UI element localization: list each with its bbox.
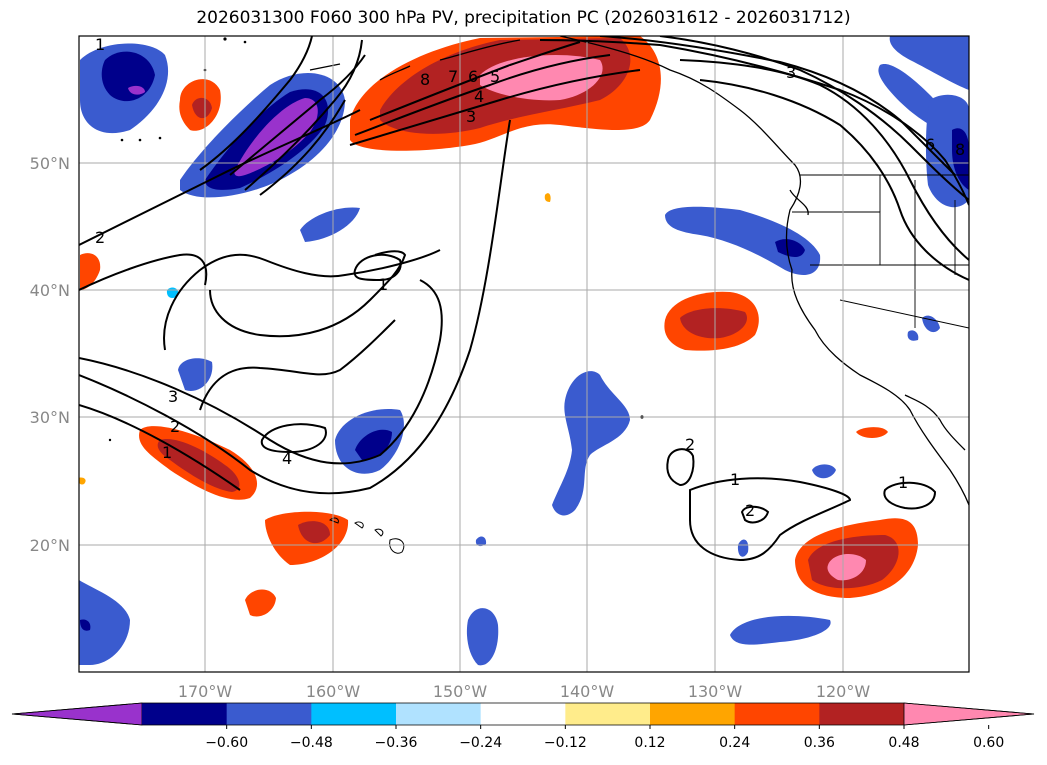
map-title: 2026031300 F060 300 hPa PV, precipitatio… [196, 8, 851, 28]
colorbar-tick-label: 0.24 [719, 735, 750, 751]
map-frame [78, 35, 970, 673]
colorbar-tick-label: 0.48 [888, 735, 919, 751]
gridlines [79, 36, 969, 672]
contour-label: 3 [168, 387, 178, 406]
colorbar-extend-high [903, 702, 1035, 726]
colorbar-tick-label: −0.60 [205, 735, 248, 751]
colorbar-tick-label: 0.12 [634, 735, 665, 751]
lat-label-50n: 50°N [30, 154, 70, 173]
colorbar-tick-label: −0.48 [290, 735, 333, 751]
colorbar-segment [650, 703, 736, 725]
contour-label: 1 [898, 473, 908, 492]
latitude-labels: 50°N 40°N 30°N 20°N [30, 154, 70, 555]
contour-label: 7 [448, 67, 458, 86]
lon-label-160w: 160°W [306, 682, 361, 701]
colorbar-segment [396, 703, 482, 725]
colorbar-segment [565, 703, 651, 725]
negative-anomaly-central-east [552, 371, 630, 516]
longitude-labels: 170°W 160°W 150°W 140°W 130°W 120°W [178, 682, 871, 701]
contour-label: 5 [490, 67, 500, 86]
contour-label: 2 [685, 435, 695, 454]
contour-label: 8 [420, 70, 430, 89]
colorbar-extend-low [11, 702, 143, 726]
lon-label-140w: 140°W [560, 682, 615, 701]
negative-anomaly-east [665, 206, 821, 275]
colorbar-segment [819, 703, 905, 725]
colorbar-tick-label: 0.60 [973, 735, 1004, 751]
colorbar-segment [480, 703, 566, 725]
contour-label: 2 [745, 501, 755, 520]
contour-label: 1 [378, 275, 388, 294]
contour-label: 8 [955, 140, 965, 159]
precipitation-fill-layer [79, 36, 969, 666]
hawaii-islands [328, 517, 405, 554]
lat-label-30n: 30°N [30, 408, 70, 427]
coastline [309, 36, 969, 506]
lon-label-130w: 130°W [688, 682, 743, 701]
contour-label: 4 [474, 87, 484, 106]
lat-label-20n: 20°N [30, 536, 70, 555]
contour-label: 1 [95, 35, 105, 54]
colorbar-tick-label: −0.36 [375, 735, 418, 751]
pv-contours [79, 36, 969, 562]
colorbar-segment [311, 703, 397, 725]
colorbar-tick-label: 0.36 [804, 735, 835, 751]
colorbar-tick-label: −0.12 [544, 735, 587, 751]
contour-label: 3 [786, 63, 796, 82]
colorbar-segment [142, 703, 228, 725]
lon-label-120w: 120°W [816, 682, 871, 701]
lon-label-150w: 150°W [433, 682, 488, 701]
lon-label-170w: 170°W [178, 682, 233, 701]
colorbar-segment [226, 703, 312, 725]
contour-label: 2 [95, 228, 105, 247]
contour-label: 6 [925, 135, 935, 154]
colorbar-outline [11, 702, 1035, 726]
lat-label-40n: 40°N [30, 281, 70, 300]
contour-label: 2 [170, 417, 180, 436]
colorbar: −0.60 −0.48 −0.36 −0.24 −0.12 0.12 0.24 0.36 0.4… [11, 702, 1035, 751]
colorbar-tick-label: −0.24 [459, 735, 502, 751]
contour-label: 6 [468, 67, 478, 86]
contour-label: 4 [282, 449, 292, 468]
contour-labels: 1 2 3 4 1 2 1 3 4 5 6 7 8 2 1 2 1 3 6 8 [95, 35, 965, 520]
contour-label: 3 [466, 107, 476, 126]
contour-label: 1 [162, 443, 172, 462]
contour-label: 1 [730, 470, 740, 489]
small-islands [108, 37, 644, 442]
colorbar-segment [734, 703, 820, 725]
